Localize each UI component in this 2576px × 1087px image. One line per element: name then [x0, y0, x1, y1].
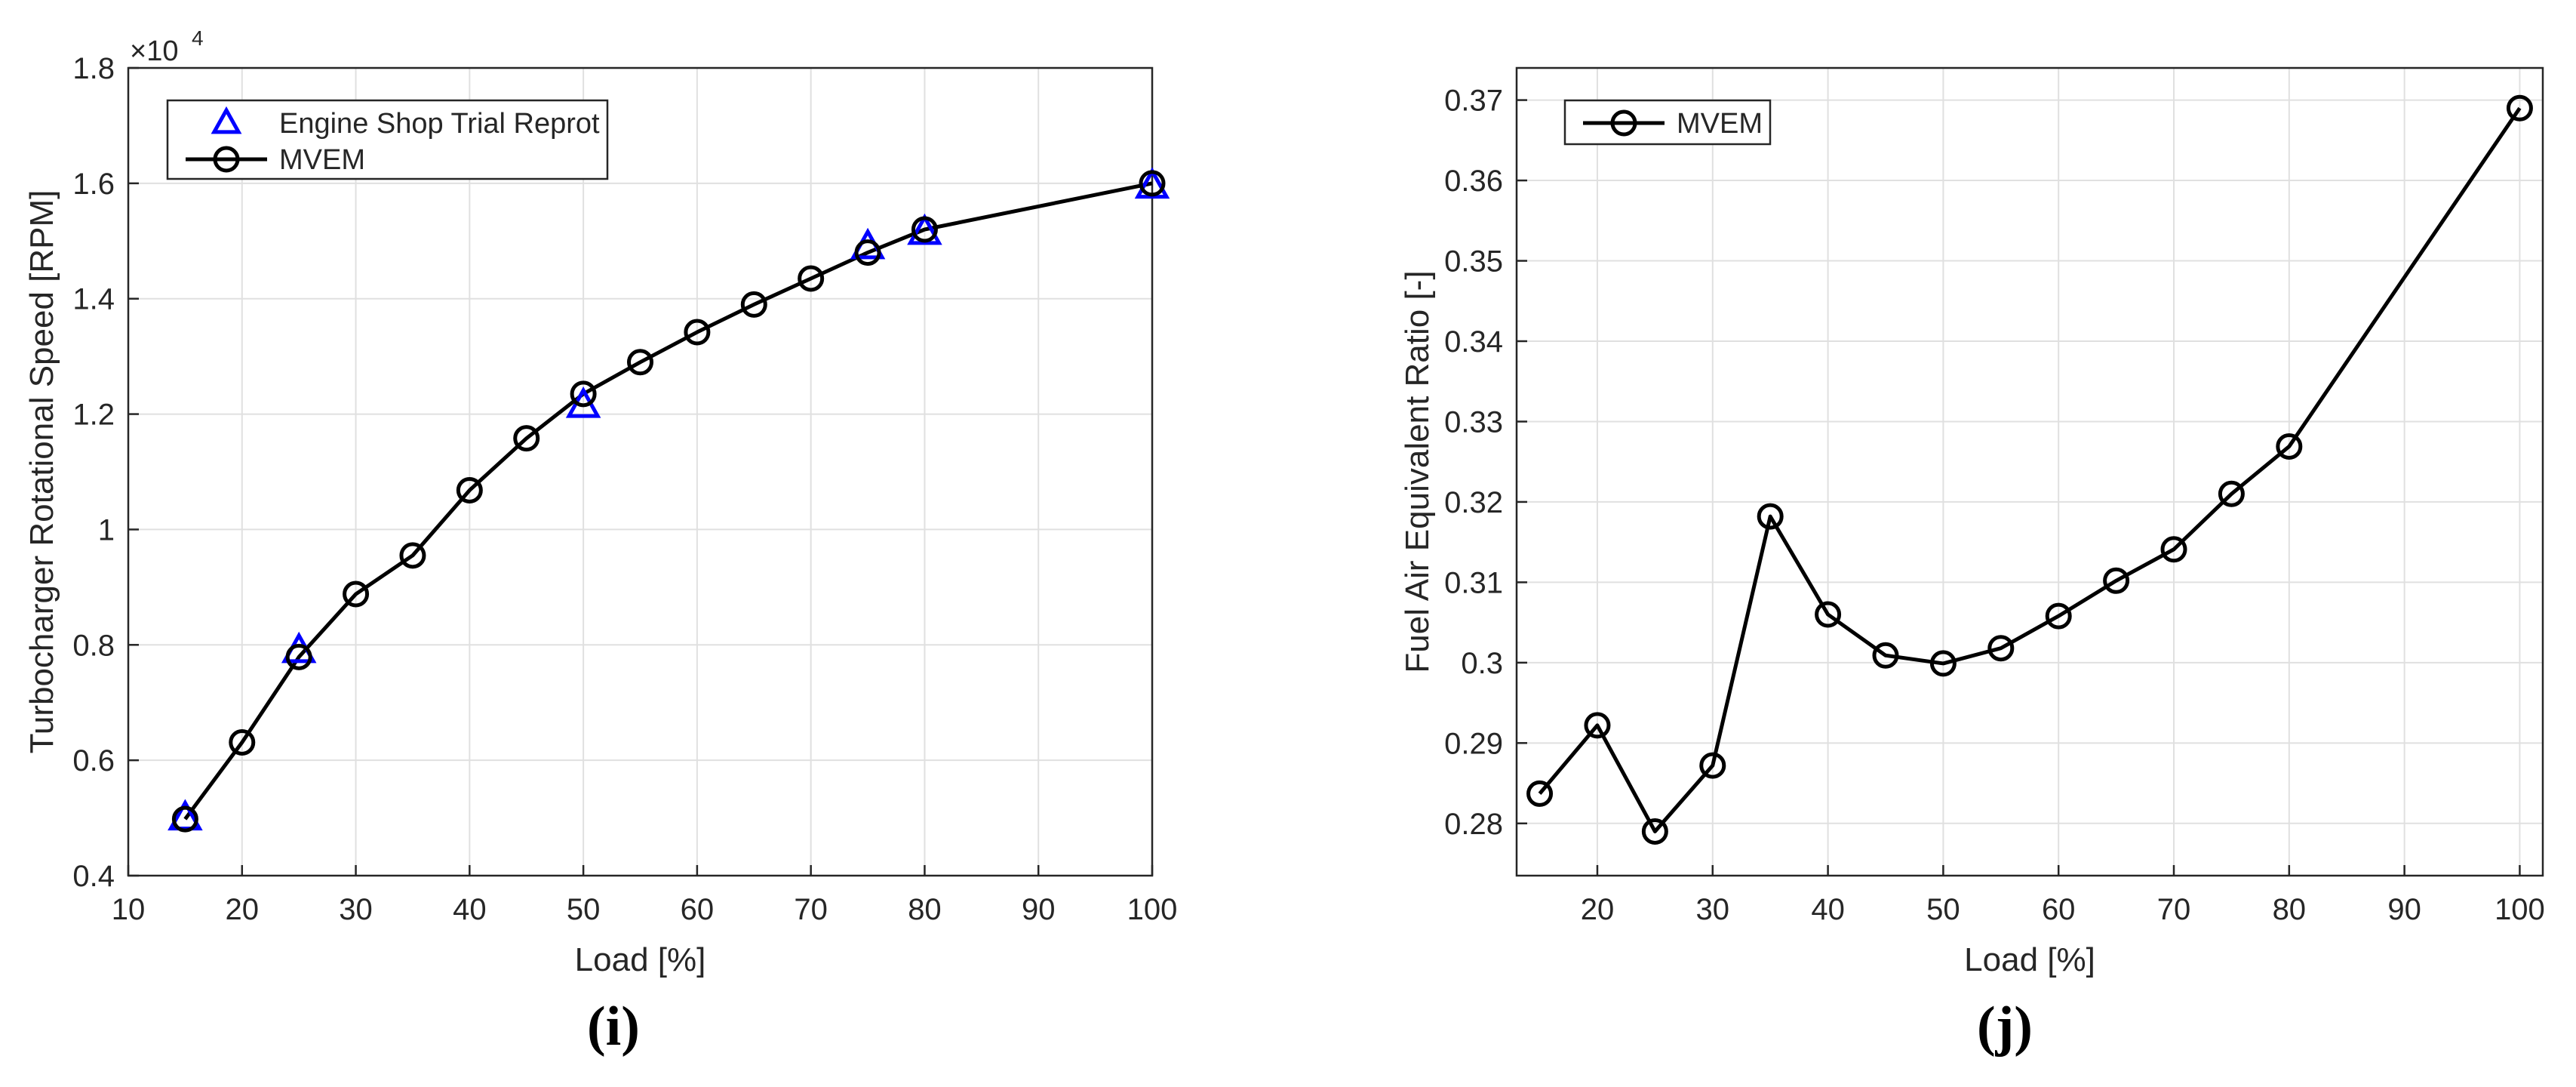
legend-entry-label: Engine Shop Trial Reprot — [279, 108, 600, 140]
y-tick-label: 0.29 — [1444, 727, 1503, 760]
data-point-circle — [1526, 780, 1554, 807]
y-tick-label: 0.31 — [1444, 566, 1503, 599]
data-point-circle — [684, 319, 711, 346]
x-tick-label: 100 — [2495, 893, 2545, 926]
x-tick-label: 20 — [1581, 893, 1615, 926]
data-point-circle — [1929, 650, 1957, 677]
data-point-triangle — [1134, 167, 1170, 199]
y-tick-label: 0.32 — [1444, 486, 1503, 519]
x-tick-label: 70 — [794, 893, 828, 926]
y-tick-label: 1.4 — [72, 283, 115, 316]
x-tick-label: 30 — [339, 893, 373, 926]
y-exponent-label: ×10 — [130, 35, 178, 67]
y-tick-label: 0.36 — [1444, 165, 1503, 198]
y-axis-label: Fuel Air Equivalent Ratio [-] — [1399, 270, 1436, 673]
x-tick-label: 50 — [1926, 893, 1960, 926]
data-point-circle — [456, 476, 483, 503]
data-point-circle — [854, 239, 881, 266]
data-point-circle — [2506, 94, 2533, 122]
y-tick-label: 0.4 — [72, 860, 115, 893]
data-point-circle — [2218, 480, 2245, 507]
data-point-circle — [798, 265, 825, 292]
data-point-circle — [1757, 503, 1784, 530]
plot-frame — [127, 66, 1154, 877]
x-axis-label: Load [%] — [1964, 941, 2095, 978]
x-tick-label: 80 — [2273, 893, 2307, 926]
legend-circle-marker — [1610, 109, 1637, 137]
data-point-circle — [399, 542, 426, 569]
legend-box — [166, 99, 609, 180]
data-point-circle — [1641, 818, 1668, 845]
y-tick-label: 0.28 — [1444, 808, 1503, 841]
series-line-mvem — [1538, 106, 2522, 833]
data-point-circle — [171, 805, 198, 833]
data-point-circle — [343, 580, 370, 608]
y-tick-label: 1.8 — [72, 52, 115, 85]
x-tick-label: 90 — [2387, 893, 2421, 926]
data-point-circle — [1872, 642, 1899, 669]
x-tick-label: 10 — [112, 893, 146, 926]
y-tick-label: 0.35 — [1444, 245, 1503, 279]
y-exponent-power: 4 — [192, 26, 204, 50]
data-point-triangle — [168, 799, 203, 831]
data-point-circle — [2045, 602, 2072, 630]
x-tick-label: 60 — [681, 893, 715, 926]
legend-entry-label: MVEM — [279, 144, 365, 176]
plot-frame — [1515, 66, 2544, 877]
data-point-triangle — [907, 213, 942, 245]
data-point-circle — [1815, 601, 1842, 628]
x-tick-label: 80 — [908, 893, 942, 926]
y-tick-label: 1.6 — [72, 168, 115, 201]
data-point-circle — [229, 728, 256, 756]
data-point-circle — [513, 425, 540, 452]
y-tick-label: 0.37 — [1444, 85, 1503, 118]
data-point-circle — [1139, 170, 1166, 197]
x-tick-label: 90 — [1022, 893, 1056, 926]
data-point-circle — [627, 349, 653, 376]
x-tick-label: 70 — [2157, 893, 2191, 926]
data-point-circle — [285, 643, 312, 670]
panel-label-i: (i) — [587, 996, 640, 1058]
x-tick-label: 40 — [1811, 893, 1845, 926]
y-tick-label: 0.34 — [1444, 325, 1503, 359]
data-point-circle — [2103, 567, 2130, 594]
y-tick-label: 1.2 — [72, 399, 115, 432]
legend-triangle-marker — [211, 106, 242, 134]
data-point-circle — [1987, 635, 2015, 662]
data-point-circle — [2276, 433, 2303, 460]
x-tick-label: 60 — [2042, 893, 2076, 926]
x-tick-label: 100 — [1127, 893, 1178, 926]
data-point-circle — [740, 291, 767, 318]
legend-entry-label: MVEM — [1677, 108, 1763, 140]
y-tick-label: 0.33 — [1444, 405, 1503, 439]
data-point-circle — [1699, 752, 1726, 779]
y-tick-label: 0.3 — [1461, 647, 1503, 680]
y-tick-label: 0.8 — [72, 629, 115, 662]
x-tick-label: 40 — [453, 893, 487, 926]
data-point-circle — [1584, 712, 1611, 739]
y-axis-label: Turbocharger Rotational Speed [RPM] — [23, 190, 60, 754]
data-point-circle — [911, 216, 938, 243]
data-point-circle — [2160, 536, 2187, 563]
y-tick-label: 0.6 — [72, 744, 115, 778]
panel-label-j: (j) — [1977, 996, 2033, 1058]
x-tick-label: 20 — [226, 893, 260, 926]
x-tick-label: 50 — [567, 893, 601, 926]
x-tick-label: 30 — [1696, 893, 1730, 926]
y-tick-label: 1 — [98, 513, 115, 547]
legend-circle-marker — [213, 146, 240, 173]
data-point-circle — [570, 380, 597, 408]
x-axis-label: Load [%] — [575, 941, 706, 978]
